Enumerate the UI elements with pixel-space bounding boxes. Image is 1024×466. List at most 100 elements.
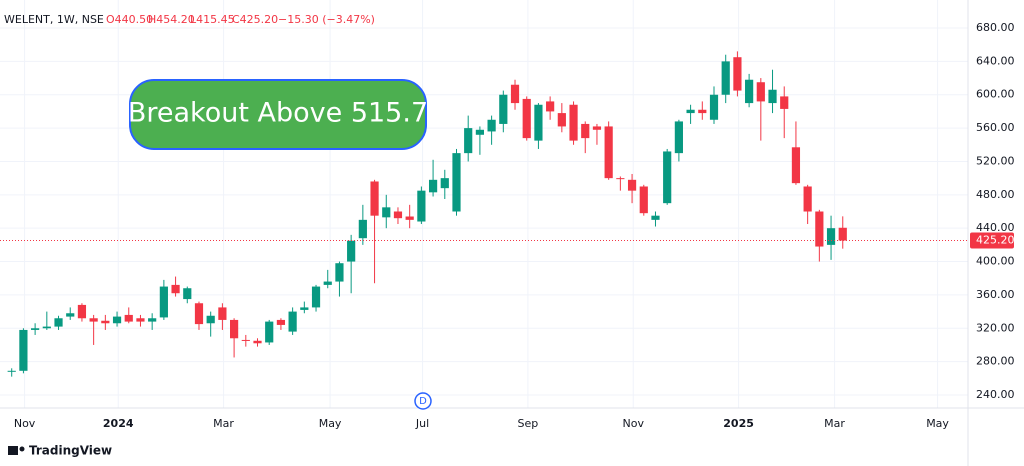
last-price-label: 425.20 bbox=[976, 234, 1015, 247]
candle-body bbox=[218, 307, 227, 320]
candle-body bbox=[347, 240, 356, 262]
candle-body bbox=[604, 126, 613, 179]
candle-body bbox=[77, 304, 87, 319]
y-tick-label: 640.00 bbox=[976, 54, 1015, 67]
candle-body bbox=[288, 311, 297, 332]
candle-body bbox=[651, 215, 660, 220]
candle-body bbox=[31, 328, 40, 330]
x-tick-label: Mar bbox=[213, 417, 234, 430]
candle-body bbox=[674, 121, 683, 154]
candle-body bbox=[206, 315, 215, 324]
brand-logo[interactable]: TradingView bbox=[8, 444, 112, 458]
candle-body bbox=[101, 320, 110, 324]
candle-body bbox=[311, 286, 321, 308]
brand[interactable]: TradingView bbox=[29, 444, 112, 458]
candle-body bbox=[230, 319, 239, 339]
candle-body bbox=[709, 94, 719, 120]
candle-body bbox=[265, 321, 274, 343]
candle-body bbox=[194, 303, 204, 325]
candle-body bbox=[171, 284, 180, 294]
candle-body bbox=[838, 227, 847, 241]
candle-body bbox=[534, 104, 543, 141]
candle-body bbox=[42, 326, 51, 329]
candle-body bbox=[148, 318, 157, 322]
candle-body bbox=[183, 288, 192, 300]
y-tick-label: 320.00 bbox=[976, 321, 1015, 334]
x-tick-label: May bbox=[926, 417, 949, 430]
candle-body bbox=[124, 314, 133, 322]
y-tick-label: 280.00 bbox=[976, 355, 1015, 368]
candle-body bbox=[370, 181, 379, 216]
candle-body bbox=[768, 89, 777, 104]
x-tick-label: 2024 bbox=[103, 417, 134, 430]
candle-body bbox=[616, 178, 625, 180]
legend-close: C425.20 bbox=[232, 13, 278, 26]
symbol: WELENT, 1W, NSE bbox=[4, 13, 104, 26]
candle-body bbox=[405, 216, 414, 220]
event-marker-icon[interactable] bbox=[414, 392, 432, 410]
event-marker[interactable]: D bbox=[419, 396, 427, 407]
candle-body bbox=[698, 109, 707, 114]
candle-body bbox=[546, 101, 555, 112]
candle-body bbox=[522, 98, 531, 139]
candle-body bbox=[54, 318, 63, 327]
candle-body bbox=[745, 79, 754, 104]
candle-body bbox=[592, 126, 602, 130]
y-tick-label: 680.00 bbox=[976, 21, 1015, 34]
candle-body bbox=[803, 186, 812, 212]
candle-body bbox=[487, 119, 496, 132]
candle-body bbox=[7, 370, 16, 372]
candle-body bbox=[323, 281, 332, 285]
candle-body bbox=[815, 211, 824, 247]
legend-high: H454.20 bbox=[148, 13, 195, 26]
legend-change: −15.30 (−3.47%) bbox=[278, 13, 375, 26]
y-tick-label: 240.00 bbox=[976, 388, 1015, 401]
x-tick-label: May bbox=[319, 417, 342, 430]
candle-body bbox=[639, 186, 648, 214]
x-tick-label: Sep bbox=[518, 417, 539, 430]
candle-body bbox=[300, 307, 309, 310]
annotation: Breakout Above 515.7 bbox=[128, 98, 428, 129]
candle-body bbox=[663, 151, 672, 204]
candle-body bbox=[335, 263, 344, 282]
x-tick-label: 2025 bbox=[723, 417, 754, 430]
candle-body bbox=[686, 109, 695, 114]
y-tick-label: 400.00 bbox=[976, 255, 1015, 268]
candle-body bbox=[276, 319, 286, 325]
candle-body bbox=[159, 286, 168, 318]
x-tick-label: Nov bbox=[14, 417, 36, 430]
candle-body bbox=[721, 61, 730, 95]
legend-open: O440.50 bbox=[106, 13, 153, 26]
candle-body bbox=[557, 113, 566, 127]
candle-body bbox=[733, 57, 742, 91]
candle-body bbox=[136, 318, 145, 322]
candle-body bbox=[428, 179, 438, 193]
x-tick-label: Jul bbox=[415, 417, 429, 430]
candle-body bbox=[569, 104, 578, 141]
plot-area bbox=[0, 0, 968, 408]
y-tick-label: 520.00 bbox=[976, 154, 1015, 167]
candle-body bbox=[417, 190, 426, 222]
candle-body bbox=[464, 128, 473, 154]
x-tick-label: Nov bbox=[623, 417, 645, 430]
candle-body bbox=[581, 123, 590, 139]
last-price-tag bbox=[970, 232, 1014, 249]
candle-body bbox=[475, 129, 484, 135]
candle-body bbox=[756, 82, 765, 102]
candle-body bbox=[440, 178, 449, 189]
candle-body bbox=[627, 179, 637, 191]
candle-body bbox=[510, 84, 520, 104]
candle-body bbox=[393, 211, 403, 219]
y-tick-label: 440.00 bbox=[976, 221, 1015, 234]
legend-low: L415.45 bbox=[190, 13, 235, 26]
candle-body bbox=[253, 340, 262, 344]
candle-body bbox=[89, 318, 98, 322]
y-tick-label: 560.00 bbox=[976, 121, 1015, 134]
candle-body bbox=[19, 329, 28, 371]
x-tick-label: Mar bbox=[824, 417, 845, 430]
candle-body bbox=[452, 153, 461, 212]
candle-body bbox=[499, 94, 508, 124]
y-tick-label: 480.00 bbox=[976, 188, 1015, 201]
candle-body bbox=[358, 219, 367, 239]
